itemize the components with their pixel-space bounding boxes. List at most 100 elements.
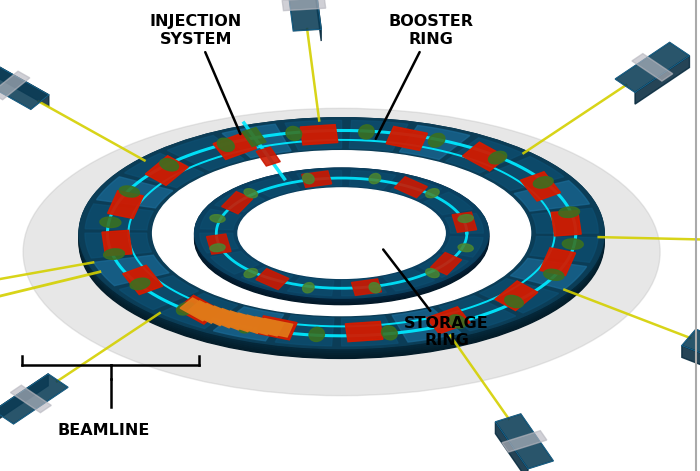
Polygon shape (551, 211, 581, 236)
Ellipse shape (302, 283, 314, 293)
Ellipse shape (238, 193, 445, 283)
Polygon shape (439, 296, 516, 331)
Polygon shape (419, 254, 468, 277)
Ellipse shape (79, 124, 604, 355)
Ellipse shape (369, 283, 381, 293)
Ellipse shape (79, 128, 604, 358)
Polygon shape (444, 213, 484, 233)
Polygon shape (286, 0, 321, 31)
Polygon shape (242, 128, 266, 146)
Polygon shape (615, 42, 690, 92)
Polygon shape (211, 252, 260, 274)
Polygon shape (196, 303, 231, 325)
Polygon shape (282, 0, 326, 11)
Polygon shape (176, 295, 220, 324)
Ellipse shape (160, 159, 178, 171)
Polygon shape (386, 127, 427, 150)
Polygon shape (215, 189, 265, 212)
Ellipse shape (153, 159, 531, 324)
Ellipse shape (210, 244, 225, 252)
Ellipse shape (369, 173, 381, 184)
Ellipse shape (130, 278, 150, 290)
Polygon shape (442, 236, 483, 257)
Ellipse shape (104, 249, 125, 260)
Ellipse shape (23, 108, 660, 396)
Polygon shape (167, 136, 244, 171)
Ellipse shape (79, 126, 604, 357)
Ellipse shape (505, 295, 524, 308)
Polygon shape (94, 255, 169, 285)
Ellipse shape (489, 151, 507, 164)
Polygon shape (314, 0, 321, 41)
Polygon shape (430, 252, 461, 275)
Polygon shape (122, 265, 162, 294)
Ellipse shape (309, 327, 325, 341)
Ellipse shape (195, 168, 489, 298)
Ellipse shape (559, 207, 580, 218)
Polygon shape (256, 147, 280, 166)
Ellipse shape (458, 215, 473, 222)
Ellipse shape (210, 215, 225, 222)
Polygon shape (222, 124, 291, 158)
Polygon shape (275, 315, 334, 346)
Ellipse shape (195, 171, 489, 301)
Polygon shape (484, 156, 564, 191)
Polygon shape (240, 315, 274, 335)
Ellipse shape (562, 239, 583, 249)
Polygon shape (0, 62, 49, 106)
Ellipse shape (217, 138, 234, 152)
Ellipse shape (153, 151, 531, 316)
Ellipse shape (153, 151, 531, 316)
Ellipse shape (544, 269, 564, 280)
Polygon shape (495, 281, 538, 310)
Polygon shape (427, 307, 470, 334)
Ellipse shape (195, 168, 489, 298)
Polygon shape (204, 306, 239, 328)
Polygon shape (300, 125, 338, 145)
Polygon shape (446, 138, 523, 173)
Polygon shape (400, 125, 470, 160)
Ellipse shape (153, 153, 531, 317)
Polygon shape (222, 311, 257, 332)
Ellipse shape (79, 122, 604, 352)
Polygon shape (259, 318, 293, 337)
Polygon shape (213, 132, 256, 160)
Polygon shape (122, 265, 162, 294)
Polygon shape (394, 177, 427, 198)
Ellipse shape (533, 177, 553, 188)
Polygon shape (480, 278, 559, 313)
Polygon shape (230, 313, 265, 333)
Text: INJECTION
SYSTEM: INJECTION SYSTEM (150, 15, 242, 134)
Polygon shape (0, 374, 68, 424)
Polygon shape (249, 317, 284, 336)
Text: BOOSTER
RING: BOOSTER RING (376, 15, 473, 139)
Polygon shape (463, 142, 507, 171)
Ellipse shape (244, 189, 258, 198)
Polygon shape (345, 322, 383, 341)
Polygon shape (256, 316, 297, 340)
Ellipse shape (458, 244, 473, 252)
Polygon shape (300, 125, 338, 145)
Ellipse shape (238, 319, 255, 333)
Polygon shape (390, 177, 442, 200)
Polygon shape (241, 267, 293, 289)
Polygon shape (632, 54, 673, 81)
Ellipse shape (358, 125, 375, 139)
Polygon shape (427, 307, 470, 334)
Ellipse shape (244, 268, 258, 277)
Polygon shape (530, 236, 598, 262)
Ellipse shape (382, 326, 397, 340)
Polygon shape (682, 346, 700, 383)
Polygon shape (349, 171, 396, 189)
Polygon shape (635, 56, 690, 104)
Ellipse shape (153, 161, 531, 325)
Ellipse shape (79, 118, 604, 349)
Polygon shape (521, 172, 561, 201)
Polygon shape (540, 248, 575, 276)
Polygon shape (213, 309, 248, 330)
Ellipse shape (153, 157, 531, 322)
Ellipse shape (238, 188, 445, 278)
Polygon shape (125, 154, 204, 188)
Ellipse shape (302, 173, 314, 184)
Polygon shape (502, 430, 547, 452)
